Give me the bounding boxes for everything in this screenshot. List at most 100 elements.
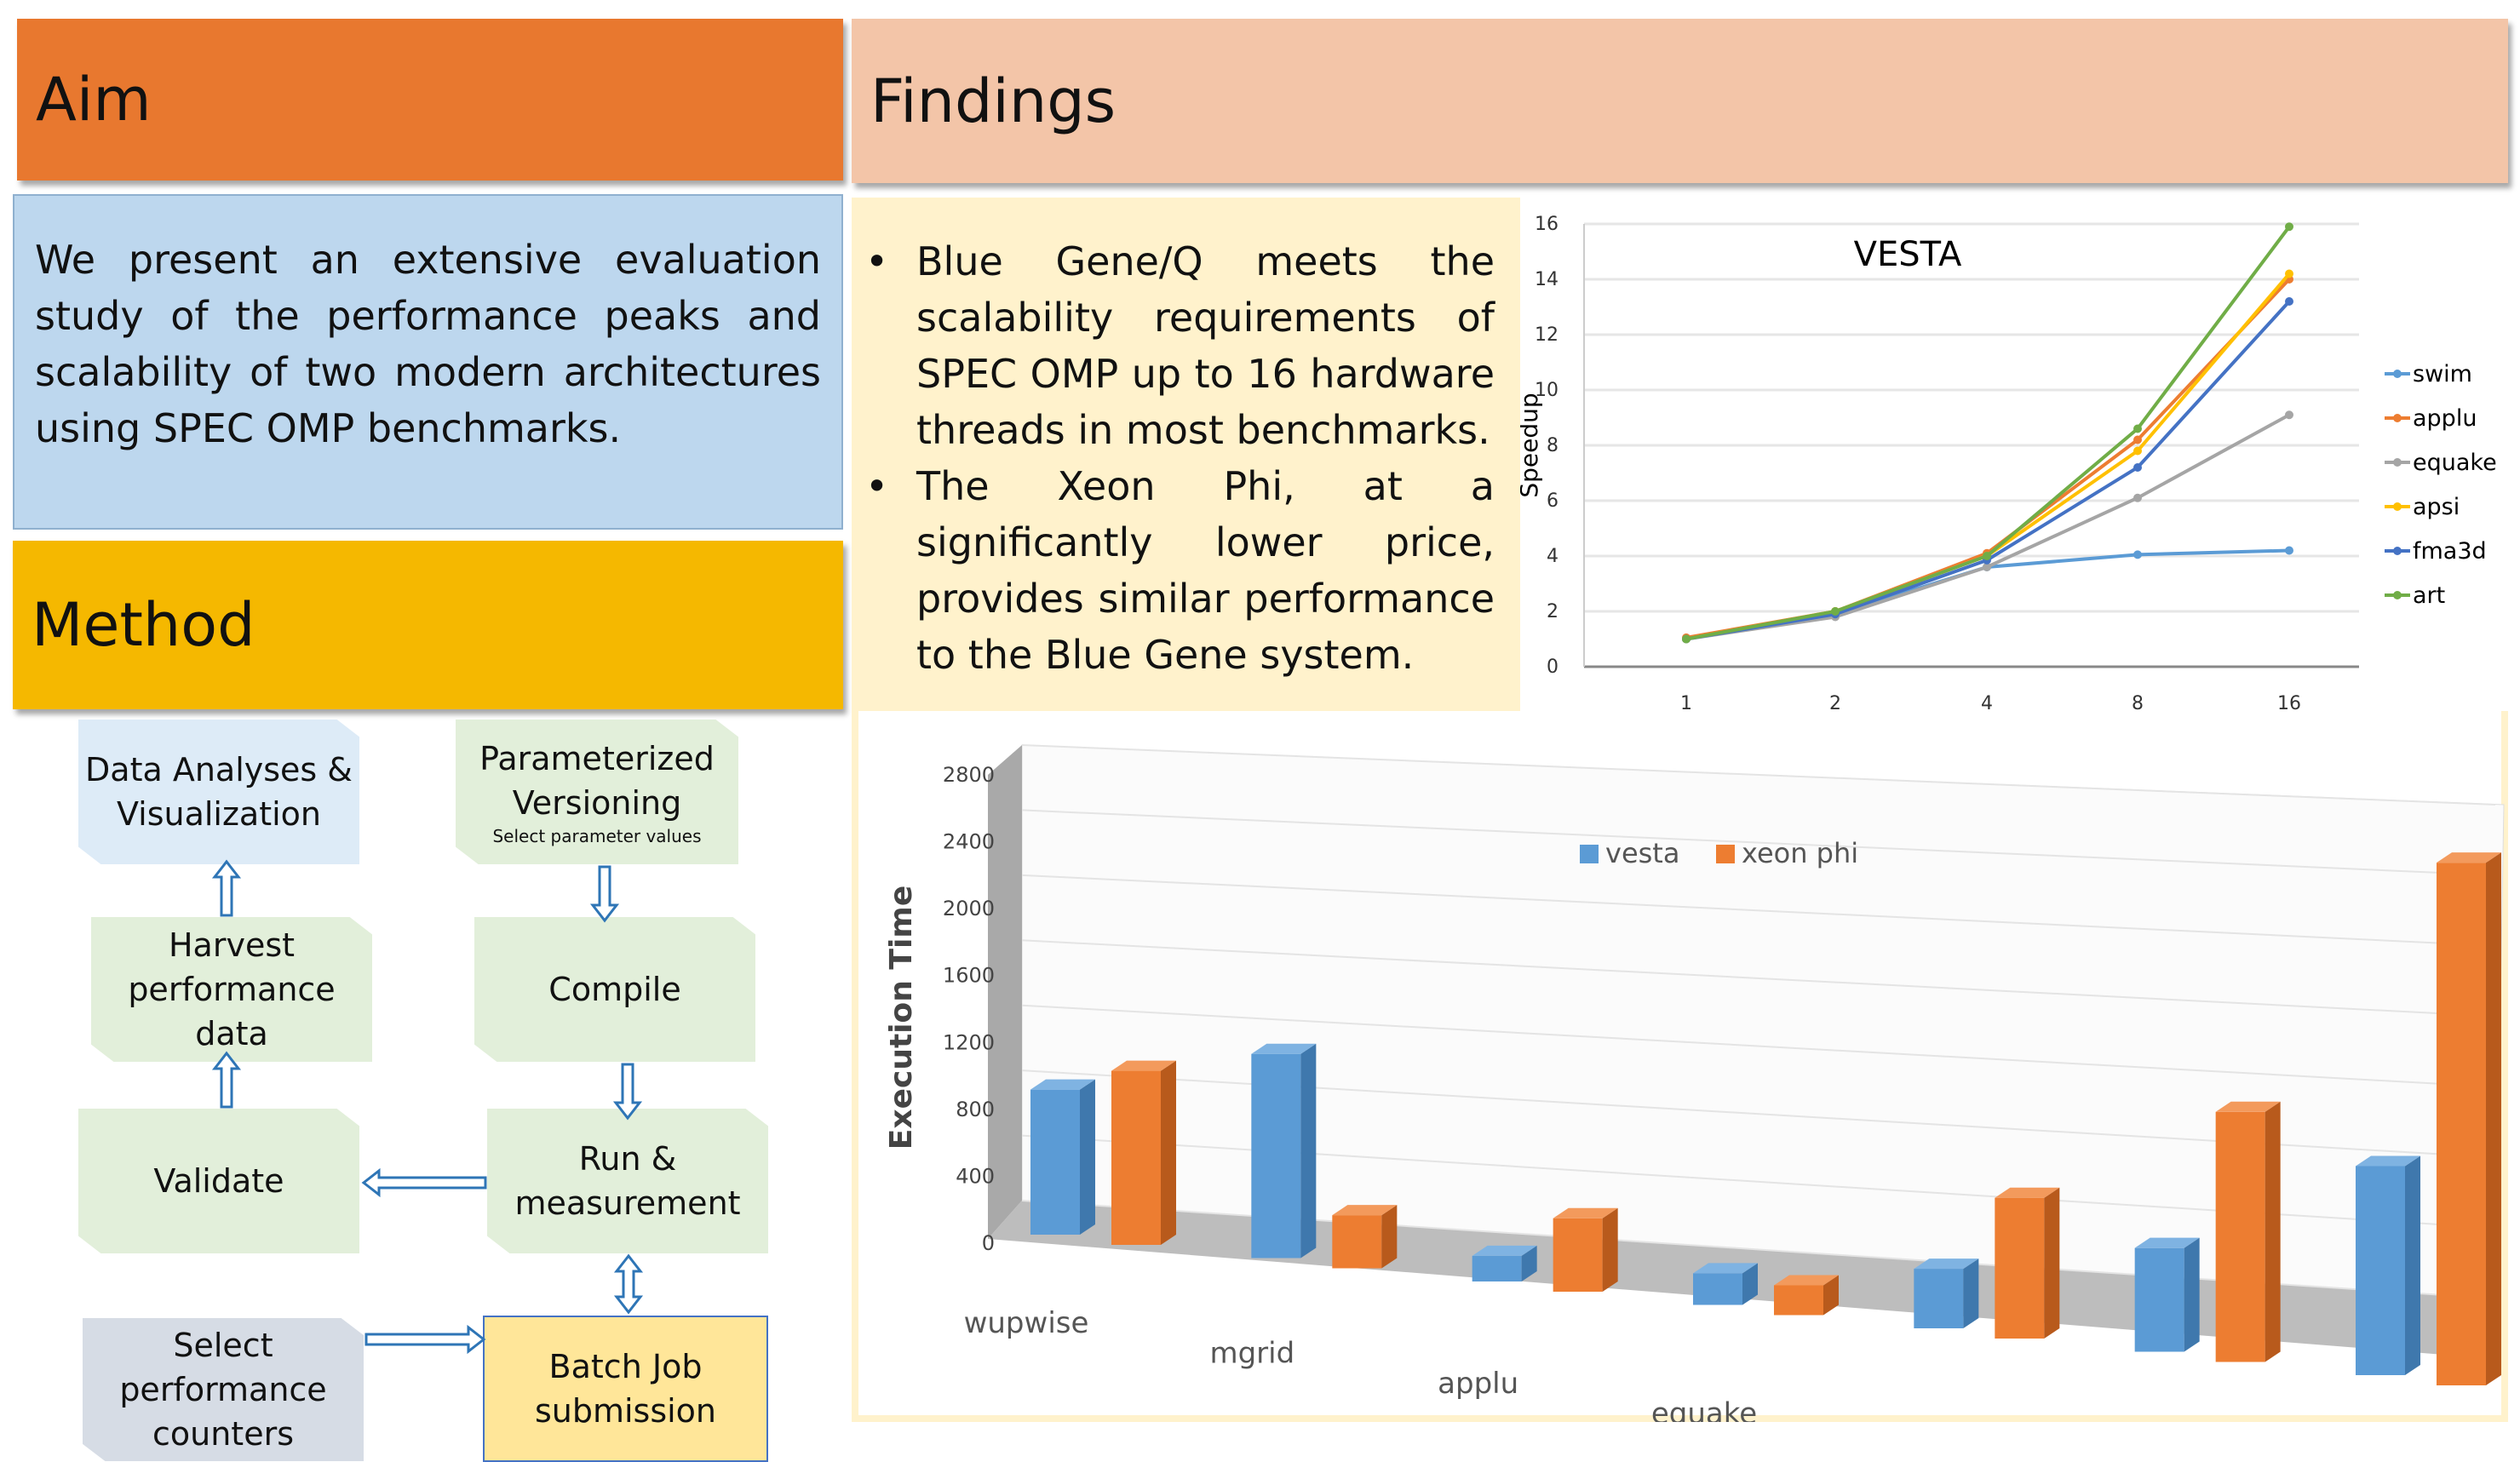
bar-top [1030,1079,1095,1090]
aim-header: Aim [17,19,843,181]
data-point-swim [2285,546,2293,555]
gridline [1021,874,2496,947]
series-line-applu [1685,278,2291,639]
box-parameterized-versioning: Parameterized Versioning Select parameter… [456,720,738,864]
x-tick-label: mgrid [1209,1337,1294,1371]
gridline [1021,939,2496,1018]
arrow-up-icon [211,1051,242,1109]
bar-side [1080,1079,1095,1235]
aim-title: Aim [36,65,152,135]
bar-vesta [1472,1255,1522,1281]
findings-header: Findings [852,19,2508,183]
legend-marker [2393,547,2402,555]
x-tick-label: 2 [1829,693,1841,714]
data-point-apsi [2133,446,2142,456]
x-tick-label: 8 [2132,693,2144,714]
bar-side [1381,1205,1398,1269]
data-point-equake [1983,563,1991,571]
y-tick-label: 0 [982,1231,995,1255]
legend-marker [2393,458,2402,467]
box-label: Parameterized Versioning [479,740,715,822]
gridline [1021,744,2496,806]
bar-xeon-phi [1774,1285,1823,1316]
legend-label: equake [2413,450,2497,476]
y-tick-label: 2400 [943,830,995,854]
bar-xeon-phi [1553,1218,1603,1292]
data-point-applu [2133,435,2142,444]
y-tick-label: 2 [1547,601,1558,622]
box-validate: Validate [78,1109,359,1253]
arrow-up-icon [211,859,242,917]
legend-label: fma3d [2413,538,2487,565]
series-line-equake [1685,413,2290,641]
box-batch-job: Batch Job submission [483,1316,768,1462]
findings-list: Blue Gene/Q meets the scalability requir… [852,198,1520,711]
legend-swatch [1716,845,1735,863]
y-axis-label: Speedup [1520,393,1543,497]
box-sublabel: Select parameter values [492,826,702,846]
legend-marker [2393,370,2402,378]
legend-marker [2393,591,2402,599]
data-point-apsi [2285,269,2293,278]
finding-bullet: Blue Gene/Q meets the scalability requir… [860,233,1495,458]
gridline [1021,1004,2496,1088]
arrow-left-icon [361,1167,487,1198]
bar-top [1553,1207,1618,1218]
series-line-apsi [1685,272,2291,641]
bar-side [1742,1263,1758,1305]
y-axis-label: Execution Time [884,886,919,1150]
data-point-fma3d [2285,297,2293,306]
y-tick-label: 1600 [943,964,995,988]
bar-top [1995,1187,2060,1198]
legend-marker [2393,414,2402,422]
findings-title: Findings [870,66,1116,136]
bar-side [1963,1258,1979,1328]
box-select-counters: Select performance counters [83,1318,364,1461]
legend-marker [2393,502,2402,511]
bar-side [2265,1101,2281,1362]
y-tick-label: 10 [1535,380,1558,401]
box-data-analyses: Data Analyses & Visualization [78,720,359,864]
bar-side [2044,1187,2060,1339]
line-chart-vesta: 0246810121416124816Number of threadsSpee… [1520,214,2497,758]
y-tick-label: 12 [1535,324,1558,346]
box-label: Select performance counters [119,1327,327,1453]
data-point-art [1682,634,1691,644]
method-title: Method [32,590,255,660]
bar-top [1472,1245,1537,1256]
y-tick-label: 8 [1547,435,1558,456]
x-tick-label: 1 [1680,693,1692,714]
y-tick-label: 4 [1547,546,1558,567]
arrow-down-icon [612,1063,643,1121]
arrow-updown-icon [613,1253,644,1315]
bar-vesta [1914,1269,1964,1328]
arrow-right-icon [365,1324,486,1355]
x-tick-label: 16 [2277,693,2301,714]
bar-side [1602,1207,1618,1292]
bar-side [2405,1155,2420,1375]
bar-top [2356,1155,2420,1167]
y-tick-label: 14 [1535,269,1558,290]
bar-side [1521,1245,1537,1281]
data-point-equake [2133,493,2142,502]
data-point-art [1831,607,1840,616]
finding-bullet: The Xeon Phi, at a significantly lower p… [860,458,1495,683]
box-label: Data Analyses & Visualization [85,751,353,833]
legend-label: vesta [1605,837,1679,869]
box-harvest: Harvest performance data [91,917,372,1062]
y-tick-label: 1200 [943,1030,995,1054]
series-line-fma3d [1685,300,2291,641]
y-tick-label: 800 [956,1098,995,1121]
x-tick-label: wupwise [964,1306,1089,1340]
x-tick-label: 4 [1981,693,1993,714]
box-label: Validate [153,1162,284,1200]
bar-top [1914,1258,1979,1270]
bar-top [1693,1263,1758,1274]
aim-body: We present an extensive evaluation study… [13,194,843,530]
bar-chart-execution-time: 0 400 800 1200 1600 2000 2400 2800 Execution Tim… [884,744,2505,1422]
bar-side [1300,1043,1317,1258]
y-tick-label: 2800 [943,763,995,787]
data-point-equake [2285,410,2293,420]
bar-side [2184,1237,2200,1352]
side-wall [988,745,1022,1239]
